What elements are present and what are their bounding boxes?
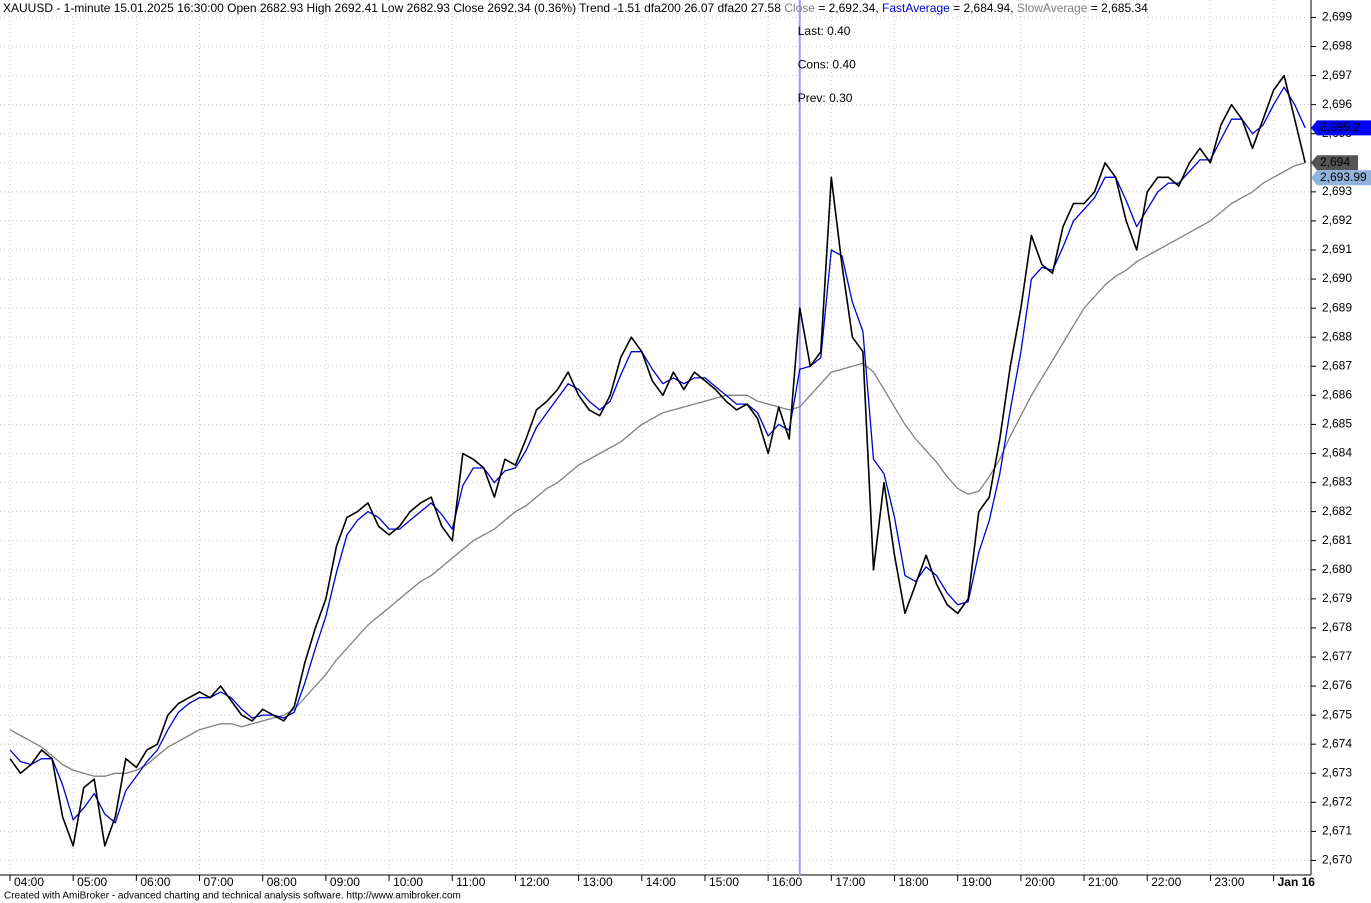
- legend-value: = 2,684.94,: [953, 1, 1013, 15]
- y-tick-label: 2,681: [1322, 533, 1352, 547]
- annotation: Last: 0.40: [798, 24, 851, 38]
- legend-value: = 2,692.34,: [818, 1, 878, 15]
- y-tick-label: 2,693: [1322, 184, 1352, 198]
- x-tick-label: 04:00: [14, 875, 44, 889]
- x-tick-label: 13:00: [583, 875, 613, 889]
- annotation: Cons: 0.40: [798, 58, 856, 72]
- y-tick-label: 2,682: [1322, 504, 1352, 518]
- x-tick-label: 07:00: [204, 875, 234, 889]
- y-tick-label: 2,676: [1322, 678, 1352, 692]
- y-tick-label: 2,673: [1322, 765, 1352, 779]
- x-tick-label: 18:00: [899, 875, 929, 889]
- y-tick-label: 2,685: [1322, 417, 1352, 431]
- axis-tag-label: 2,694: [1320, 155, 1350, 169]
- axis-tag-box: [1311, 170, 1371, 186]
- x-tick-label: Jan 16: [1278, 875, 1316, 889]
- x-tick-label: 16:00: [772, 875, 802, 889]
- x-tick-label: 14:00: [646, 875, 676, 889]
- axis-tag: 2,693.99: [1311, 170, 1371, 186]
- x-tick-label: 21:00: [1088, 875, 1118, 889]
- y-tick-label: 2,686: [1322, 388, 1352, 402]
- axis-tag-box: [1311, 155, 1358, 171]
- chart-title: XAUUSD - 1-minute 15.01.2025 16:30:00 Op…: [3, 1, 1148, 15]
- x-tick-label: 22:00: [1151, 875, 1181, 889]
- x-tick-label: 06:00: [140, 875, 170, 889]
- legend-value: = 2,685.34: [1091, 1, 1148, 15]
- y-tick-label: 2,672: [1322, 794, 1352, 808]
- y-tick-label: 2,691: [1322, 242, 1352, 256]
- y-tick-label: 2,687: [1322, 358, 1352, 372]
- axis-tag: 2,694: [1311, 155, 1358, 171]
- footer: Created with AmiBroker - advanced charti…: [4, 891, 461, 902]
- axis-tag-label: 2,693.99: [1320, 170, 1367, 184]
- y-tick-label: 2,671: [1322, 824, 1352, 838]
- y-tick-label: 2,680: [1322, 562, 1352, 576]
- x-tick-label: 08:00: [267, 875, 297, 889]
- price-line: [9, 86, 1306, 824]
- y-tick-label: 2,679: [1322, 591, 1352, 605]
- y-tick-label: 2,674: [1322, 736, 1352, 750]
- y-tick-label: 2,690: [1322, 271, 1352, 285]
- y-tick-label: 2,675: [1322, 707, 1352, 721]
- y-tick-label: 2,696: [1322, 97, 1352, 111]
- y-tick-label: 2,683: [1322, 475, 1352, 489]
- legend-name: Close: [784, 1, 815, 15]
- y-tick-label: 2,684: [1322, 446, 1352, 460]
- axis-tag: 2,695.2: [1311, 120, 1371, 136]
- x-tick-label: 10:00: [393, 875, 423, 889]
- y-tick-label: 2,677: [1322, 649, 1352, 663]
- x-tick-label: 12:00: [519, 875, 549, 889]
- x-tick-label: 17:00: [835, 875, 865, 889]
- legend-name: SlowAverage: [1017, 1, 1088, 15]
- title-text: XAUUSD - 1-minute 15.01.2025 16:30:00 Op…: [3, 1, 781, 15]
- y-tick-label: 2,699: [1322, 10, 1352, 24]
- y-tick-label: 2,688: [1322, 329, 1352, 343]
- y-tick-label: 2,698: [1322, 39, 1352, 53]
- price-line: [9, 162, 1306, 777]
- x-tick-label: 19:00: [962, 875, 992, 889]
- y-tick-label: 2,678: [1322, 620, 1352, 634]
- legend-name: FastAverage: [882, 1, 950, 15]
- x-tick-label: 05:00: [77, 875, 107, 889]
- y-tick-label: 2,689: [1322, 300, 1352, 314]
- x-tick-label: 15:00: [709, 875, 739, 889]
- y-tick-label: 2,670: [1322, 853, 1352, 867]
- x-tick-label: 09:00: [330, 875, 360, 889]
- x-tick-label: 11:00: [456, 875, 485, 889]
- y-tick-label: 2,692: [1322, 213, 1352, 227]
- price-line: [9, 74, 1306, 847]
- axis-tag-label: 2,695.2: [1320, 120, 1360, 134]
- x-tick-label: 23:00: [1214, 875, 1244, 889]
- axis-tag-box: [1311, 120, 1371, 136]
- y-tick-label: 2,697: [1322, 68, 1352, 82]
- x-tick-label: 20:00: [1025, 875, 1055, 889]
- annotation: Prev: 0.30: [798, 91, 853, 105]
